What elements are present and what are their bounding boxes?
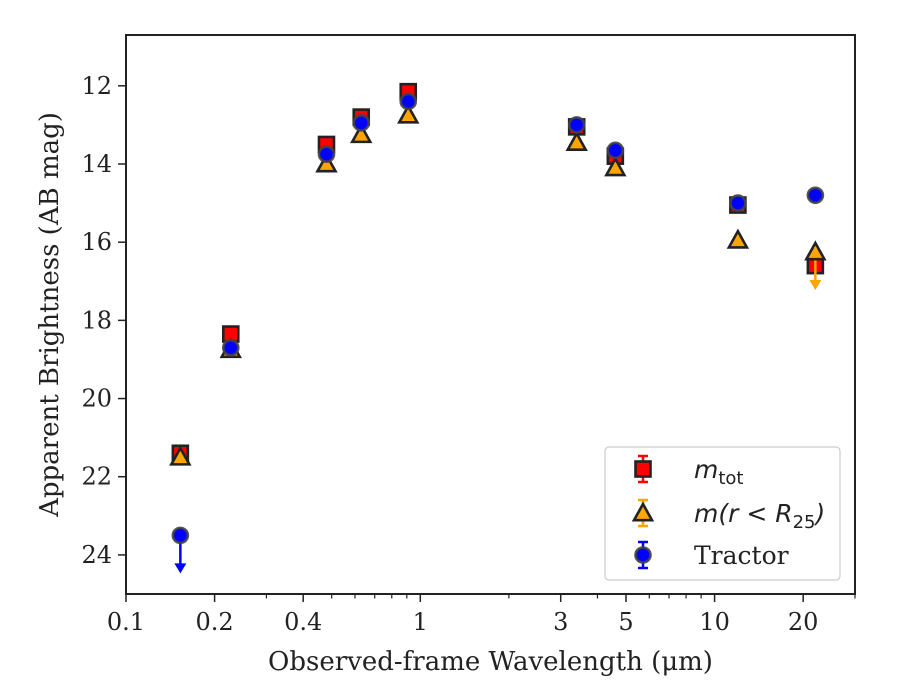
series-square [171,82,825,463]
series-circle [171,92,825,574]
legend-marker-circle [634,546,652,564]
x-tick-label: 10 [699,608,730,636]
x-tick-label: 20 [788,608,819,636]
legend-label: mtot [694,455,744,489]
y-tick-label: 16 [81,228,112,256]
x-tick-label: 0.4 [284,608,322,636]
y-tick-label: 12 [81,72,112,100]
x-tick-label: 0.1 [107,608,145,636]
x-tick-label: 3 [553,608,568,636]
plot-frame [125,34,856,595]
legend-label: m(r < R25) [694,499,825,533]
y-tick-label: 22 [81,463,112,491]
legend-marker-triangle [631,501,655,522]
x-axis-label: Observed-frame Wavelength (μm) [268,647,713,677]
y-tick-label: 24 [81,541,112,569]
y-axis-label: Apparent Brightness (AB mag) [35,112,65,518]
x-tick-label: 5 [618,608,633,636]
legend-marker-square [634,460,652,478]
axis-ticks: 0.1 0.2 0.4 1 3 5 10 20 12 14 16 18 20 22 24 [81,72,856,636]
x-tick-label: 0.2 [196,608,234,636]
y-tick-label: 14 [81,150,112,178]
legend-box [604,446,841,581]
y-tick-label: 20 [81,385,112,413]
data-marks [169,82,827,574]
y-tick-label: 18 [81,306,112,334]
series-triangle [169,103,827,466]
legend-label: Tractor [694,541,789,570]
x-tick-label: 1 [413,608,428,636]
legend: mtot m(r < R25) Tractor [604,446,841,581]
